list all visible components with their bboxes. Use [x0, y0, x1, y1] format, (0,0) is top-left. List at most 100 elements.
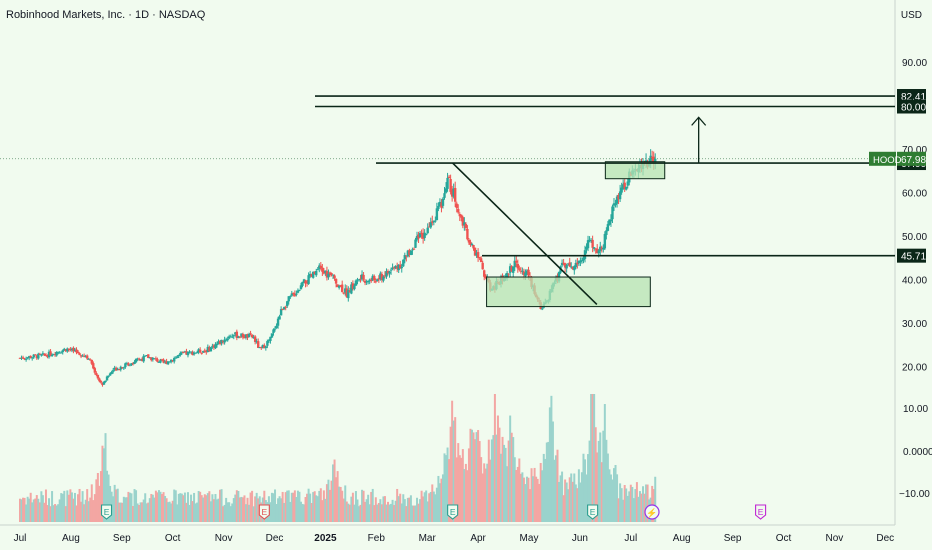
volume-bar — [25, 504, 28, 522]
candle — [139, 359, 142, 361]
volume-bar — [96, 472, 99, 522]
candle — [507, 273, 510, 275]
candle — [479, 258, 483, 263]
volume-bar — [319, 488, 322, 522]
volume-bar — [504, 447, 507, 522]
candle — [434, 220, 437, 222]
candle — [192, 352, 196, 355]
candle — [240, 333, 243, 337]
candle — [370, 279, 373, 282]
volume-bar — [532, 476, 535, 522]
candle — [354, 280, 358, 286]
candle — [373, 276, 376, 281]
volume-bar — [112, 496, 115, 522]
volume-bar — [391, 499, 394, 522]
volume-bar — [43, 502, 46, 522]
candle — [570, 266, 573, 268]
support-zone — [486, 276, 651, 308]
volume-bar — [441, 474, 444, 522]
volume-bar — [440, 478, 443, 522]
candle — [328, 272, 332, 274]
volume-bar — [654, 476, 657, 522]
candle — [342, 292, 345, 294]
volume-bar — [524, 484, 527, 522]
volume-bar — [521, 472, 524, 522]
volume-bar — [396, 488, 399, 522]
earnings-marker-label: E — [758, 507, 764, 517]
volume-bar — [179, 493, 182, 522]
candle — [226, 338, 229, 341]
volume-bar — [44, 489, 47, 522]
volume-bar — [124, 497, 127, 522]
volume-bar — [545, 442, 548, 522]
candle — [43, 353, 46, 356]
volume-bar — [90, 484, 93, 522]
volume-bar — [23, 497, 26, 522]
candle — [360, 274, 364, 280]
candle — [382, 276, 385, 281]
candle — [26, 357, 29, 359]
volume-bar — [347, 503, 350, 522]
candle — [159, 359, 162, 363]
volume-bar — [327, 479, 330, 522]
candle — [412, 248, 416, 250]
candle — [227, 336, 231, 339]
volume-bar — [582, 453, 585, 522]
volume-bar — [371, 488, 374, 522]
volume-bar — [248, 504, 251, 522]
candle — [621, 184, 625, 190]
currency-label[interactable]: USD — [900, 10, 922, 21]
volume-bar — [611, 479, 614, 522]
candle — [541, 308, 544, 310]
volume-bar — [78, 488, 81, 522]
candle — [35, 355, 38, 359]
candle — [580, 260, 584, 262]
volume-bar — [104, 433, 107, 522]
candle — [441, 198, 445, 206]
candle — [560, 262, 564, 266]
candle — [237, 336, 240, 338]
candle — [272, 329, 275, 333]
volume-bar — [310, 503, 313, 522]
candle — [137, 358, 141, 360]
candle — [70, 348, 74, 351]
candle — [336, 284, 339, 288]
candle — [527, 269, 530, 276]
volume-bar — [113, 484, 116, 522]
volume-bar — [185, 502, 188, 522]
candle — [206, 346, 210, 352]
candle — [405, 255, 408, 257]
candle — [257, 341, 260, 348]
volume-bar — [619, 483, 622, 522]
candle — [469, 241, 472, 245]
volume-bar — [490, 439, 493, 522]
candle — [105, 376, 109, 381]
candle — [319, 265, 323, 268]
volume-bar — [565, 482, 568, 522]
time-tick-label: Mar — [419, 533, 437, 544]
candle — [344, 288, 347, 293]
candle — [113, 367, 116, 370]
volume-bar — [379, 499, 382, 522]
volume-bar — [231, 503, 234, 522]
volume-bar — [420, 490, 423, 522]
volume-bar — [553, 459, 556, 522]
time-tick-label: Aug — [673, 533, 691, 544]
volume-bar — [89, 497, 92, 522]
candle — [605, 230, 608, 235]
volume-bar — [510, 432, 513, 522]
candle — [395, 266, 399, 269]
volume-bar — [577, 469, 580, 522]
candle — [173, 357, 176, 362]
candle — [356, 279, 359, 281]
candle — [602, 247, 605, 250]
candle — [75, 349, 78, 353]
volume-bar — [551, 421, 554, 522]
candle — [38, 353, 42, 355]
volume-bar — [570, 473, 573, 522]
candle — [310, 273, 313, 277]
candle — [215, 343, 219, 346]
volume-bar — [98, 485, 101, 522]
volume-bar — [464, 463, 467, 522]
